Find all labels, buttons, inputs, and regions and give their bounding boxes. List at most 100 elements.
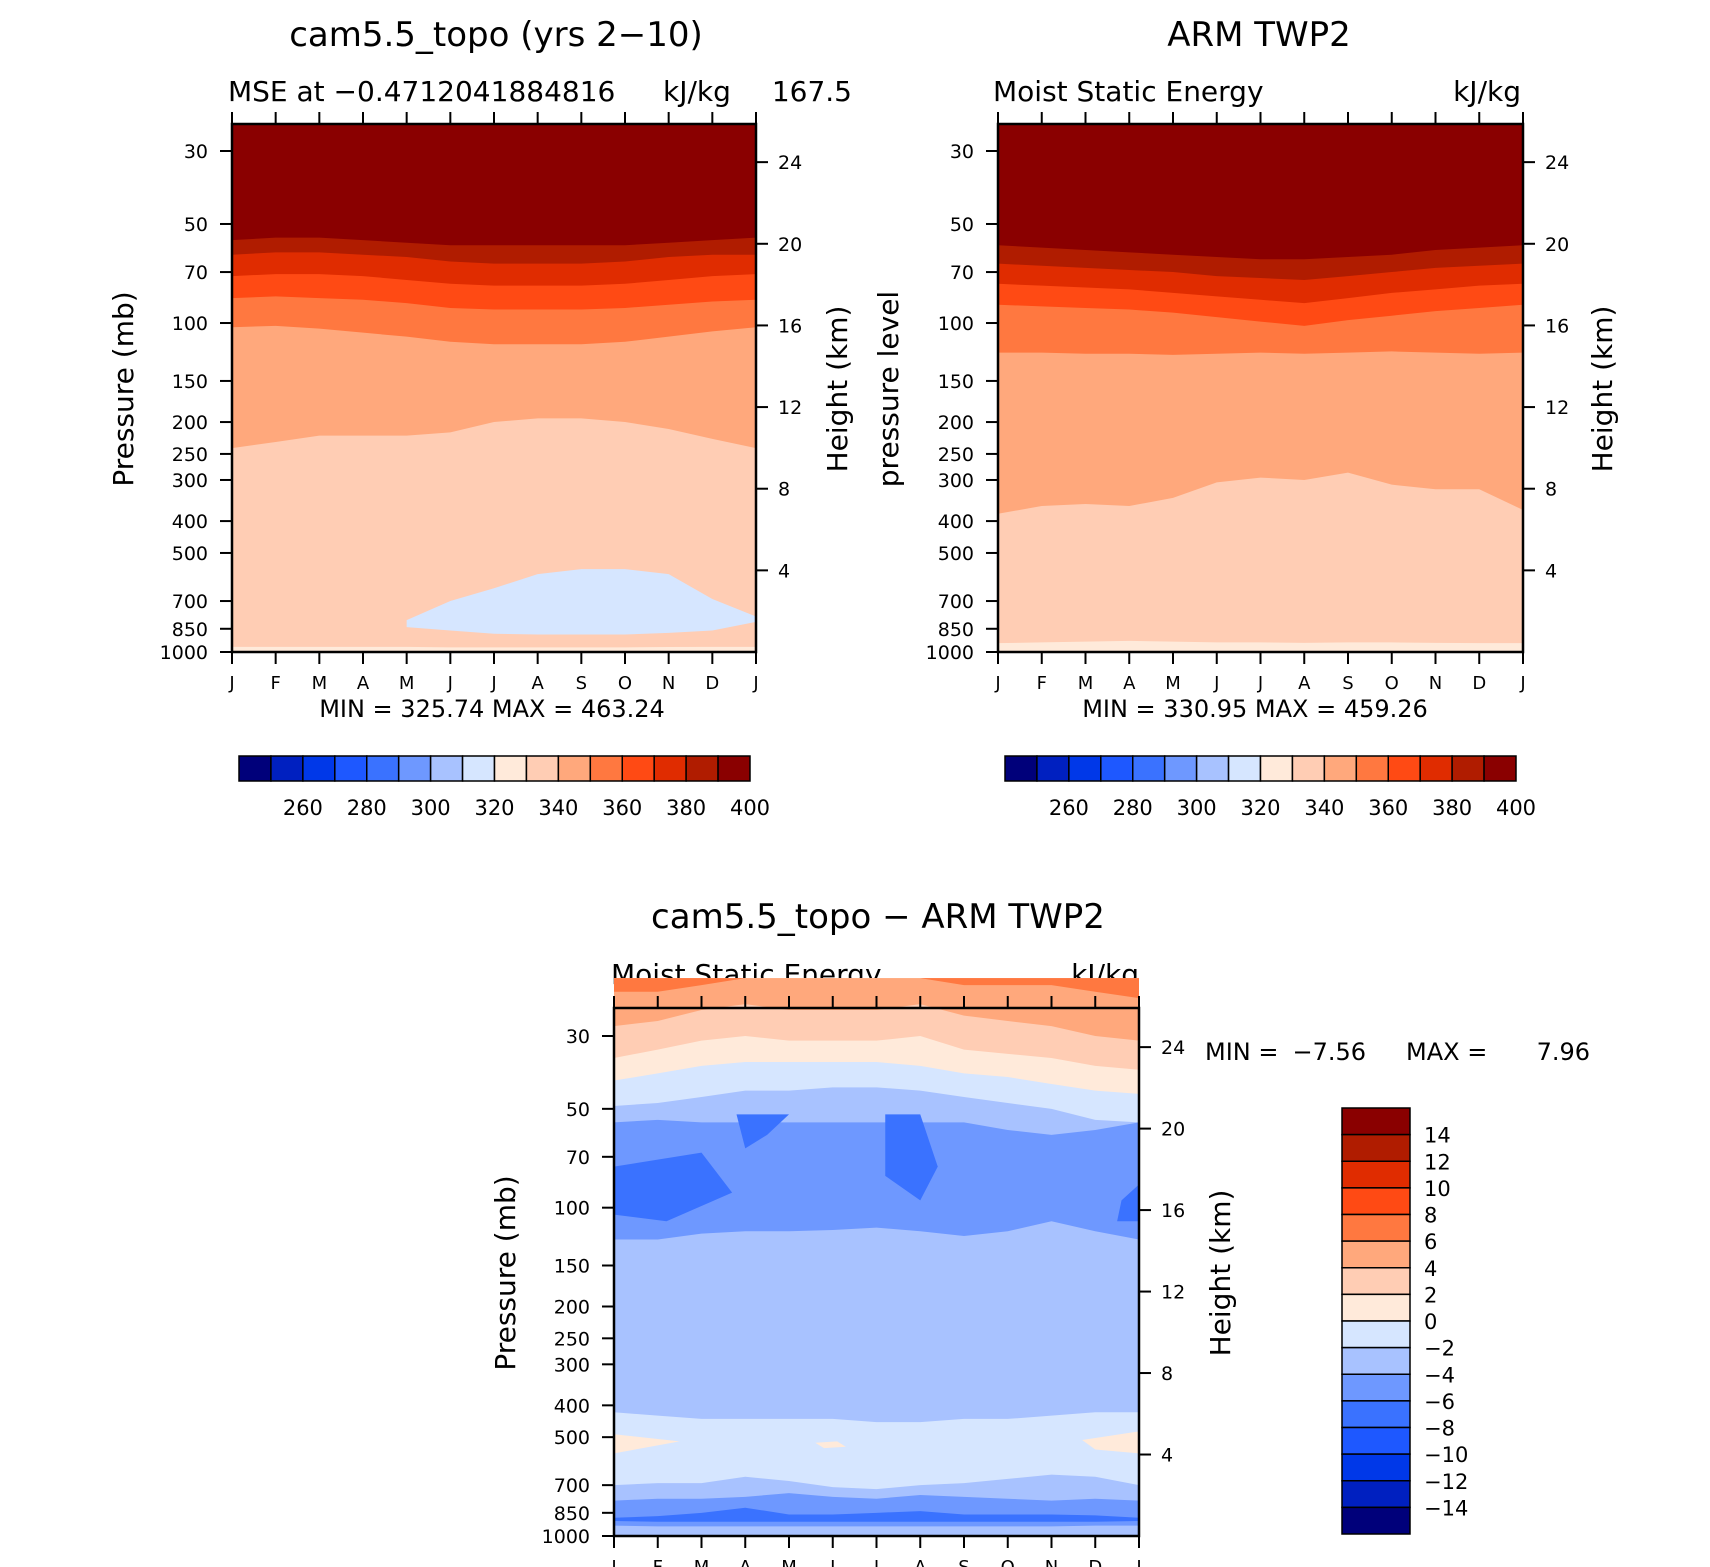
x-tick-label: A bbox=[532, 673, 545, 694]
colorbar-label: 8 bbox=[1424, 1204, 1437, 1228]
panel3-stats-min-label: MIN = bbox=[1205, 1038, 1278, 1066]
x-tick-label: J bbox=[994, 673, 1000, 694]
x-tick-label: J bbox=[490, 673, 496, 694]
x-tick-label: J bbox=[228, 673, 234, 694]
y-tick-label: 70 bbox=[950, 262, 974, 284]
panel2-ylabel: pressure level bbox=[872, 291, 905, 487]
height-tick-label: 12 bbox=[1545, 397, 1569, 419]
panel3-stats-min: −7.56 bbox=[1292, 1038, 1366, 1066]
colorbar-box bbox=[1100, 755, 1134, 782]
x-tick-label: M bbox=[694, 1557, 710, 1567]
colorbar-box bbox=[1195, 755, 1230, 782]
panel1-subtitle-extra: 167.5 bbox=[772, 75, 852, 108]
colorbar-box bbox=[1163, 755, 1198, 782]
colorbar-box bbox=[1483, 755, 1517, 782]
colorbar-box bbox=[493, 755, 528, 782]
height-tick-label: 16 bbox=[1545, 315, 1569, 337]
height-tick-label: 16 bbox=[1161, 1200, 1185, 1222]
y-tick-label: 150 bbox=[938, 371, 974, 393]
y-tick-label: 100 bbox=[172, 313, 208, 335]
x-tick-label: M bbox=[781, 1557, 797, 1567]
colorbar-label: 280 bbox=[1113, 796, 1153, 820]
colorbar-box bbox=[685, 755, 719, 782]
height-tick-label: 4 bbox=[1161, 1445, 1173, 1467]
colorbar-box bbox=[1259, 755, 1294, 782]
y-tick-label: 70 bbox=[184, 262, 208, 284]
colorbar-box bbox=[1132, 755, 1166, 782]
colorbar-box bbox=[366, 755, 400, 782]
x-tick-label: J bbox=[1135, 1557, 1141, 1567]
height-tick-label: 24 bbox=[778, 152, 802, 174]
colorbar-box bbox=[525, 755, 560, 782]
diff-blob-500-mid bbox=[815, 1441, 846, 1449]
y-tick-label: 1000 bbox=[160, 642, 208, 664]
colorbar-box bbox=[1341, 1426, 1411, 1455]
colorbar-label: 280 bbox=[347, 796, 387, 820]
x-tick-label: S bbox=[1342, 673, 1353, 694]
panel3-ylabel: Pressure (mb) bbox=[489, 1175, 522, 1370]
colorbar-box bbox=[621, 755, 655, 782]
diff-blob-dec bbox=[1117, 1184, 1139, 1222]
panel2-stats: MIN = 330.95 MAX = 459.26 bbox=[1082, 695, 1428, 723]
colorbar-box bbox=[1341, 1240, 1411, 1269]
panel1-axes: J F M A M J J A S O N D J 30 50 70 100 150 200 250 300 400 500… bbox=[160, 112, 802, 694]
colorbar-box bbox=[334, 755, 368, 782]
panel2-ylabel-right: Height (km) bbox=[1586, 306, 1619, 473]
x-tick-label: A bbox=[914, 1557, 927, 1567]
colorbar-box bbox=[1341, 1107, 1411, 1136]
y-tick-label: 30 bbox=[950, 141, 974, 163]
panel1-subtitle-left: MSE at −0.4712041884816 bbox=[228, 75, 615, 108]
colorbar-box bbox=[270, 755, 304, 782]
y-tick-label: 700 bbox=[172, 591, 208, 613]
y-tick-label: 700 bbox=[938, 591, 974, 613]
x-tick-label: J bbox=[447, 673, 453, 694]
colorbar-label: −4 bbox=[1424, 1363, 1455, 1387]
colorbar-label: 380 bbox=[666, 796, 706, 820]
height-tick-label: 4 bbox=[1545, 560, 1557, 582]
x-tick-label: N bbox=[1429, 673, 1442, 694]
colorbar-label: 340 bbox=[538, 796, 578, 820]
colorbar-box bbox=[1419, 755, 1453, 782]
panel1-subtitle-right: kJ/kg bbox=[663, 75, 731, 108]
y-tick-label: 400 bbox=[554, 1395, 590, 1417]
colorbar-box bbox=[397, 755, 432, 782]
colorbar-box bbox=[1341, 1400, 1411, 1429]
colorbar-box bbox=[461, 755, 496, 782]
panel3-axes: J F M A M J J A S O N D J 30 50 70 100 150 200 250 300 400 500… bbox=[542, 996, 1185, 1567]
colorbar-label: 320 bbox=[474, 796, 514, 820]
colorbar-box bbox=[1341, 1213, 1411, 1242]
colorbar-box bbox=[589, 755, 623, 782]
x-tick-label: O bbox=[618, 673, 632, 694]
colorbar-label: 400 bbox=[730, 796, 770, 820]
diff-band-lower-n8 bbox=[614, 1507, 1139, 1522]
x-tick-label: F bbox=[270, 673, 280, 694]
colorbar-label: 4 bbox=[1424, 1257, 1437, 1281]
height-tick-label: 12 bbox=[778, 397, 802, 419]
x-tick-label: O bbox=[1001, 1557, 1015, 1567]
x-tick-label: M bbox=[312, 673, 328, 694]
colorbar-box bbox=[1341, 1160, 1411, 1189]
colorbar-box bbox=[1341, 1346, 1411, 1375]
x-tick-label: A bbox=[1123, 673, 1136, 694]
x-tick-label: S bbox=[958, 1557, 969, 1567]
height-tick-label: 24 bbox=[1545, 152, 1569, 174]
colorbar-label: −6 bbox=[1424, 1390, 1455, 1414]
panel-difference: cam5.5_topo − ARM TWP2 Moist Static Ener… bbox=[489, 897, 1590, 1567]
y-tick-label: 300 bbox=[554, 1354, 590, 1376]
x-tick-label: J bbox=[1213, 673, 1219, 694]
colorbar-box bbox=[1341, 1506, 1411, 1535]
height-tick-label: 12 bbox=[1161, 1282, 1185, 1304]
x-tick-label: M bbox=[399, 673, 415, 694]
colorbar-label: 0 bbox=[1424, 1310, 1437, 1334]
colorbar-label: −10 bbox=[1424, 1443, 1468, 1467]
height-tick-label: 24 bbox=[1161, 1037, 1185, 1059]
colorbar-label: −2 bbox=[1424, 1337, 1455, 1361]
x-tick-label: A bbox=[739, 1557, 752, 1567]
height-tick-label: 8 bbox=[1161, 1363, 1173, 1385]
colorbar-box bbox=[1036, 755, 1070, 782]
y-tick-label: 500 bbox=[172, 543, 208, 565]
x-tick-label: J bbox=[829, 1557, 835, 1567]
colorbar-box bbox=[1227, 755, 1262, 782]
panel2-subtitle-left: Moist Static Energy bbox=[993, 75, 1264, 108]
